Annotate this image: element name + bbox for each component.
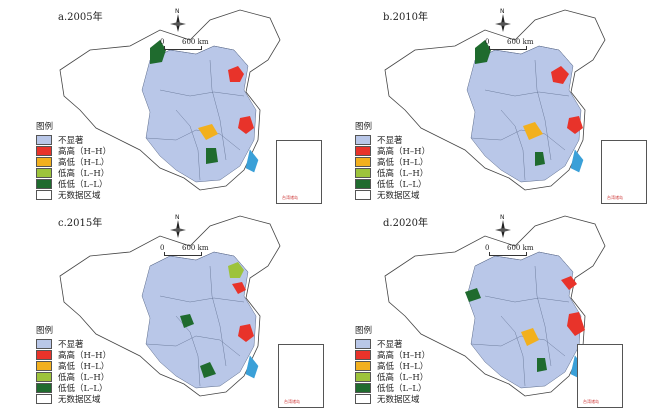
map-panel-2020: d.2020年 N 0 600 km 图例 不显著 高高（H–H） 高低（H–L… (325, 206, 645, 408)
north-arrow-icon: N (495, 8, 511, 32)
map-panel-2015: c.2015年 N 0 600 km 图例 不显著 高高（H–H） 高低（H–L… (0, 206, 324, 408)
legend-row: 低高（L–H） (36, 167, 111, 179)
china-map (384, 9, 606, 191)
china-map (384, 215, 606, 397)
region-overlay (150, 40, 254, 164)
north-arrow-icon: N (170, 214, 186, 238)
legend-row: 无数据区域 (36, 189, 111, 201)
svg-text:N: N (500, 8, 505, 15)
map-legend: 图例 不显著 高高（H–H） 高低（H–L） 低高（L–H） 低低（L–L） 无… (36, 120, 111, 201)
china-map (59, 215, 281, 397)
svg-text:N: N (175, 8, 180, 15)
legend-row: 不显著 (36, 134, 111, 146)
legend-title: 图例 (36, 122, 54, 132)
panel-title: b.2010年 (383, 12, 429, 23)
china-map (59, 9, 281, 191)
north-arrow-icon: N (170, 8, 186, 32)
cluster-hl (198, 124, 218, 140)
svg-text:N: N (175, 214, 180, 221)
south-china-sea-inset: 台湾诸岛 (278, 344, 324, 408)
legend-row: 低低（L–L） (36, 178, 111, 190)
panel-title: d.2020年 (383, 218, 429, 229)
legend-row: 高高（H–H） (36, 145, 111, 157)
cluster-ll (206, 148, 218, 164)
map-legend: 图例 不显著 高高（H–H） 高低（H–L） 低高（L–H） 低低（L–L） 无… (355, 122, 431, 201)
south-china-sea-inset: 台湾诸岛 (601, 140, 647, 204)
south-china-sea-inset: 台湾诸岛 (276, 140, 322, 204)
map-panel-2005: a.2005年 N 0 600 km 图例 不显著 高高（H–H） 高低（H–L… (0, 0, 322, 204)
map-legend: 图例 不显著 高高（H–H） 高低（H–L） 低高（L–H） 低低（L–L） 无… (36, 326, 112, 405)
panel-title: c.2015年 (58, 218, 103, 229)
region-overlay (465, 276, 585, 372)
south-china-sea-inset: 台湾诸岛 (577, 344, 623, 408)
cluster-hh (228, 66, 244, 82)
region-overlay (475, 40, 583, 166)
map-legend: 图例 不显著 高高（H–H） 高低（H–L） 低高（L–H） 低低（L–L） 无… (355, 326, 431, 405)
panel-title: a.2005年 (58, 12, 103, 23)
svg-text:N: N (500, 214, 505, 221)
cluster-hh (238, 116, 254, 134)
region-overlay (180, 262, 254, 378)
map-panel-2010: b.2010年 N 0 600 km 图例 不显著 高高（H–H） 高低（H–L… (325, 0, 647, 204)
legend-row: 高低（H–L） (36, 156, 111, 168)
cluster-ll (150, 40, 166, 64)
north-arrow-icon: N (495, 214, 511, 238)
